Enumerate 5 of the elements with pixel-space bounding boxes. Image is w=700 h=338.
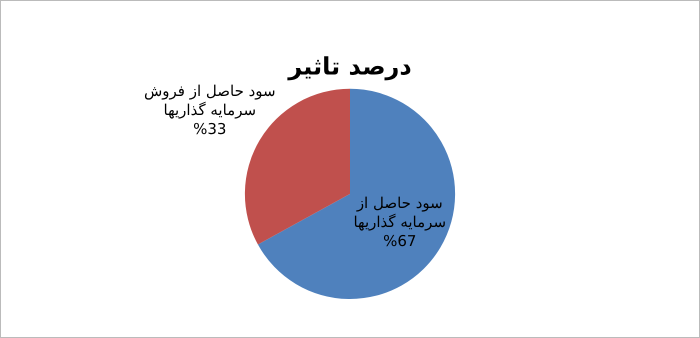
data-label: %33 <box>193 120 226 138</box>
data-label: %67 <box>383 232 416 250</box>
chart-title: درصد تاثیر <box>287 52 412 81</box>
slice-label: سود حاصل از سرمایه گذاریها <box>353 194 446 232</box>
slice-label: سود حاصل از فروش سرمایه گذاریها <box>144 82 276 119</box>
